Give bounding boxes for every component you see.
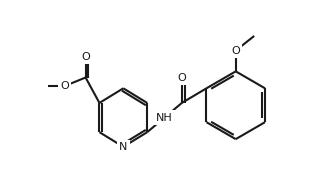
- Text: N: N: [119, 142, 128, 152]
- Text: NH: NH: [156, 113, 173, 123]
- Text: O: O: [81, 52, 90, 62]
- Text: O: O: [60, 81, 69, 91]
- Text: O: O: [178, 72, 186, 82]
- Text: O: O: [232, 46, 240, 56]
